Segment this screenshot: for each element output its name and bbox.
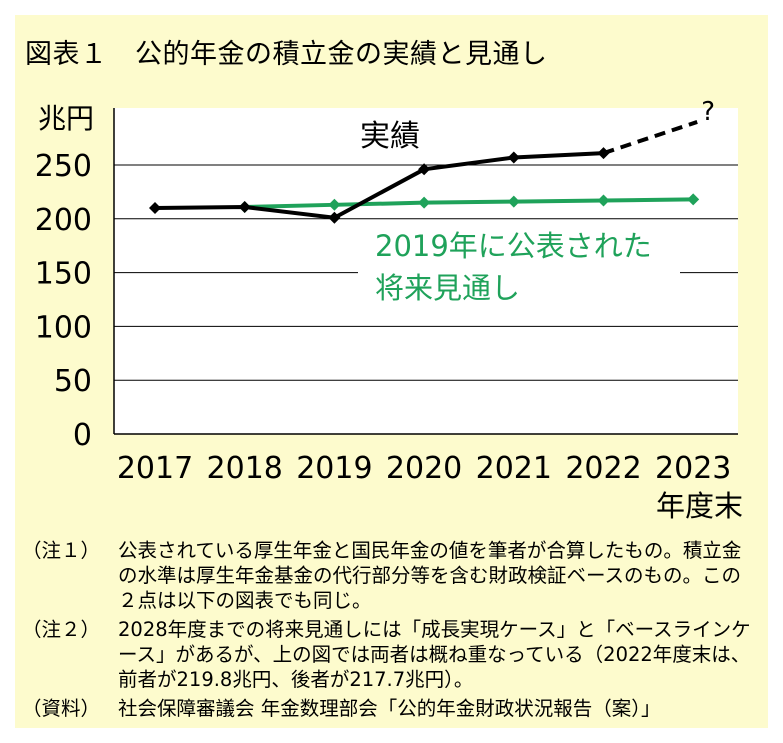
y-tick-label: 0 <box>73 418 92 453</box>
projection-question-mark: ? <box>701 97 715 127</box>
x-tick-label: 2019 <box>296 451 372 486</box>
figure-title: 図表１ 公的年金の積立金の実績と見通し <box>25 39 548 70</box>
x-axis-unit-label: 年度末 <box>656 489 743 523</box>
y-tick-label: 100 <box>35 310 92 345</box>
x-tick-label: 2021 <box>476 451 552 486</box>
annotation-projection-label-line1: 2019年に公表された <box>375 229 652 263</box>
y-tick-label: 50 <box>54 364 92 399</box>
annotation-actual-label: 実績 <box>360 119 420 154</box>
projection-point <box>418 196 431 209</box>
projection-point <box>597 194 610 207</box>
actual-point <box>149 202 161 215</box>
projection-point <box>507 195 520 208</box>
annotation-background <box>358 228 680 308</box>
y-tick-label: 250 <box>35 149 92 184</box>
y-tick-label: 200 <box>35 203 92 238</box>
x-tick-label: 2018 <box>207 451 283 486</box>
y-unit-label: 兆円 <box>38 102 94 135</box>
projection-point <box>687 193 700 206</box>
x-tick-label: 2017 <box>117 451 193 486</box>
actual-point <box>418 163 431 176</box>
x-tick-label: 2022 <box>565 451 641 486</box>
actual-point <box>507 151 520 164</box>
actual-point <box>238 200 251 213</box>
annotation-projection-label-line2: 将来見通し <box>375 271 520 305</box>
actual-series-line <box>154 151 604 220</box>
projection-series-line <box>244 197 694 209</box>
source-text: 社会保障審議会 年金数理部会「公的年金財政状況報告（案）」 <box>118 697 661 720</box>
note-2-text: 2028年度までの将来見通しには「成長実現ケース」と「ベースラインケース」がある… <box>118 618 751 691</box>
note-1-tag: （注１） <box>22 539 101 562</box>
source-tag: （資料） <box>22 697 101 720</box>
actual-projection-dashed-line <box>602 120 698 156</box>
y-tick-label: 150 <box>35 257 92 292</box>
note-2-tag: （注２） <box>22 618 101 641</box>
projection-point <box>328 198 341 211</box>
x-tick-label: 2023 <box>655 451 731 486</box>
note-1-text: 公表されている厚生年金と国民年金の値を筆者が合算したもの。積立金の水準は厚生年金… <box>118 539 742 612</box>
x-tick-label: 2020 <box>386 451 462 486</box>
actual-point <box>328 211 341 224</box>
